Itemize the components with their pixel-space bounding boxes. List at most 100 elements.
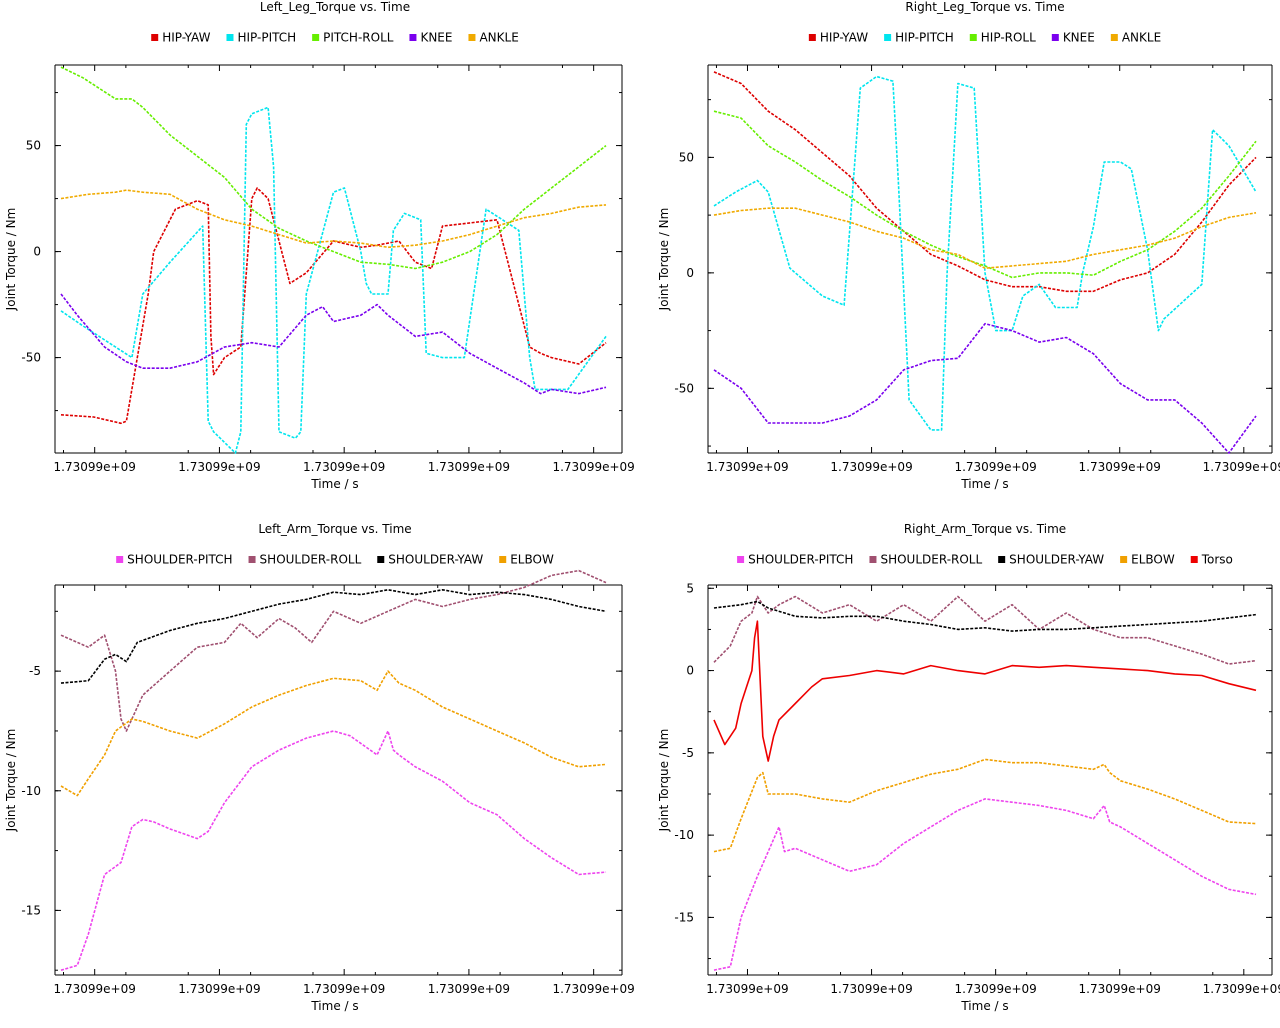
x-tick-label: 1.73099e+09 xyxy=(1079,460,1161,474)
series-line-shoulder-yaw xyxy=(713,600,1257,632)
legend-label: HIP-PITCH xyxy=(895,31,954,45)
plot-area xyxy=(713,71,1257,454)
series-line-knee xyxy=(60,293,607,395)
x-axis-label: Time / s xyxy=(960,999,1008,1013)
y-tick-label: -10 xyxy=(674,828,694,842)
series-line-torso xyxy=(713,620,1257,762)
series-line-ankle xyxy=(60,189,607,249)
series-line-hip-roll xyxy=(713,110,1257,279)
legend-item: PITCH-ROLL xyxy=(312,31,394,45)
y-axis-label: Joint Torque / Nm xyxy=(4,208,18,312)
x-tick-label: 1.73099e+09 xyxy=(178,982,260,996)
plot-area xyxy=(60,66,607,454)
legend-label: SHOULDER-YAW xyxy=(388,553,483,567)
series-line-hip-yaw xyxy=(60,187,607,425)
y-tick-label: -15 xyxy=(21,903,41,917)
legend-swatch xyxy=(1051,34,1059,41)
legend-label: PITCH-ROLL xyxy=(323,31,394,45)
y-tick-label: 50 xyxy=(679,150,694,164)
legend: SHOULDER-PITCH SHOULDER-ROLL SHOULDER-YAW E… xyxy=(116,553,554,567)
y-tick-label: 5 xyxy=(686,581,694,595)
legend-label: HIP-YAW xyxy=(820,31,868,45)
y-tick-label: 50 xyxy=(26,139,41,153)
legend-item: HIP-YAW xyxy=(151,31,211,45)
legend-item: Torso xyxy=(1190,553,1233,567)
series-line-hip-pitch xyxy=(60,106,607,454)
legend-label: SHOULDER-ROLL xyxy=(880,553,982,567)
y-tick-label: -10 xyxy=(21,784,41,798)
chart-title: Left_Arm_Torque vs. Time xyxy=(258,522,411,536)
legend-label: ELBOW xyxy=(1131,553,1175,567)
x-tick-label: 1.73099e+09 xyxy=(1079,982,1161,996)
y-tick-label: 0 xyxy=(686,266,694,280)
y-tick-label: 0 xyxy=(33,245,41,259)
legend-swatch xyxy=(737,556,745,563)
x-tick-label: 1.73099e+09 xyxy=(954,460,1036,474)
legend-item: ANKLE xyxy=(468,31,519,45)
legend-swatch xyxy=(116,556,124,563)
legend-swatch xyxy=(312,34,320,41)
y-axis-label: Joint Torque / Nm xyxy=(4,729,18,833)
chart-panel-0: Left_Leg_Torque vs. Time HIP-YAW HIP-PITCH… xyxy=(4,0,635,491)
legend-label: ANKLE xyxy=(1122,31,1161,45)
series-line-elbow xyxy=(60,670,607,797)
x-tick-label: 1.73099e+09 xyxy=(1203,460,1280,474)
legend-label: SHOULDER-YAW xyxy=(1009,553,1104,567)
legend-swatch xyxy=(499,556,507,563)
x-tick-label: 1.73099e+09 xyxy=(830,460,912,474)
series-line-shoulder-pitch xyxy=(713,798,1257,971)
legend-label: SHOULDER-PITCH xyxy=(748,553,853,567)
legend-item: SHOULDER-YAW xyxy=(998,553,1104,567)
x-tick-label: 1.73099e+09 xyxy=(954,982,1036,996)
y-axis-label: Joint Torque / Nm xyxy=(657,729,671,833)
x-tick-label: 1.73099e+09 xyxy=(178,460,260,474)
legend-swatch xyxy=(468,34,476,41)
legend: SHOULDER-PITCH SHOULDER-ROLL SHOULDER-YAW E… xyxy=(737,553,1233,567)
x-tick-label: 1.73099e+09 xyxy=(830,982,912,996)
legend-item: KNEE xyxy=(1051,31,1095,45)
series-line-shoulder-yaw xyxy=(60,588,607,684)
legend-swatch xyxy=(1190,556,1198,563)
legend-item: ANKLE xyxy=(1110,31,1161,45)
legend: HIP-YAW HIP-PITCH PITCH-ROLL KNEE ANKLE xyxy=(151,31,519,45)
x-tick-label: 1.73099e+09 xyxy=(552,982,634,996)
series-line-shoulder-pitch xyxy=(60,730,607,971)
legend-item: SHOULDER-YAW xyxy=(377,553,483,567)
legend-item: HIP-PITCH xyxy=(884,31,954,45)
legend-label: ANKLE xyxy=(479,31,518,45)
legend-item: ELBOW xyxy=(499,553,554,567)
x-tick-label: 1.73099e+09 xyxy=(54,460,136,474)
chart-panel-1: Right_Leg_Torque vs. Time HIP-YAW HIP-PITC… xyxy=(657,0,1280,491)
legend-swatch xyxy=(808,34,816,41)
legend-label: SHOULDER-PITCH xyxy=(127,553,232,567)
x-tick-label: 1.73099e+09 xyxy=(54,982,136,996)
legend-item: SHOULDER-PITCH xyxy=(116,553,233,567)
legend-label: SHOULDER-ROLL xyxy=(260,553,362,567)
legend-label: HIP-YAW xyxy=(162,31,210,45)
x-tick-label: 1.73099e+09 xyxy=(303,460,385,474)
y-tick-label: -5 xyxy=(682,746,694,760)
legend-label: Torso xyxy=(1201,553,1233,567)
series-line-elbow xyxy=(713,758,1257,853)
series-line-shoulder-roll xyxy=(713,595,1257,665)
x-tick-label: 1.73099e+09 xyxy=(706,982,788,996)
series-line-shoulder-roll xyxy=(60,569,607,732)
y-axis-label: Joint Torque / Nm xyxy=(657,208,671,312)
x-axis-label: Time / s xyxy=(310,999,358,1013)
plot-area xyxy=(713,595,1257,971)
legend-item: ELBOW xyxy=(1120,553,1175,567)
legend-swatch xyxy=(1110,34,1118,41)
legend-swatch xyxy=(1120,556,1128,563)
legend-item: HIP-PITCH xyxy=(226,31,296,45)
x-axis-label: Time / s xyxy=(960,477,1008,491)
legend-label: KNEE xyxy=(420,31,452,45)
y-tick-label: -5 xyxy=(29,664,41,678)
chart-title: Right_Arm_Torque vs. Time xyxy=(904,522,1066,536)
legend-swatch xyxy=(409,34,417,41)
legend-label: HIP-PITCH xyxy=(237,31,296,45)
plot-area xyxy=(60,569,607,971)
x-tick-label: 1.73099e+09 xyxy=(428,982,510,996)
legend-swatch xyxy=(884,34,892,41)
